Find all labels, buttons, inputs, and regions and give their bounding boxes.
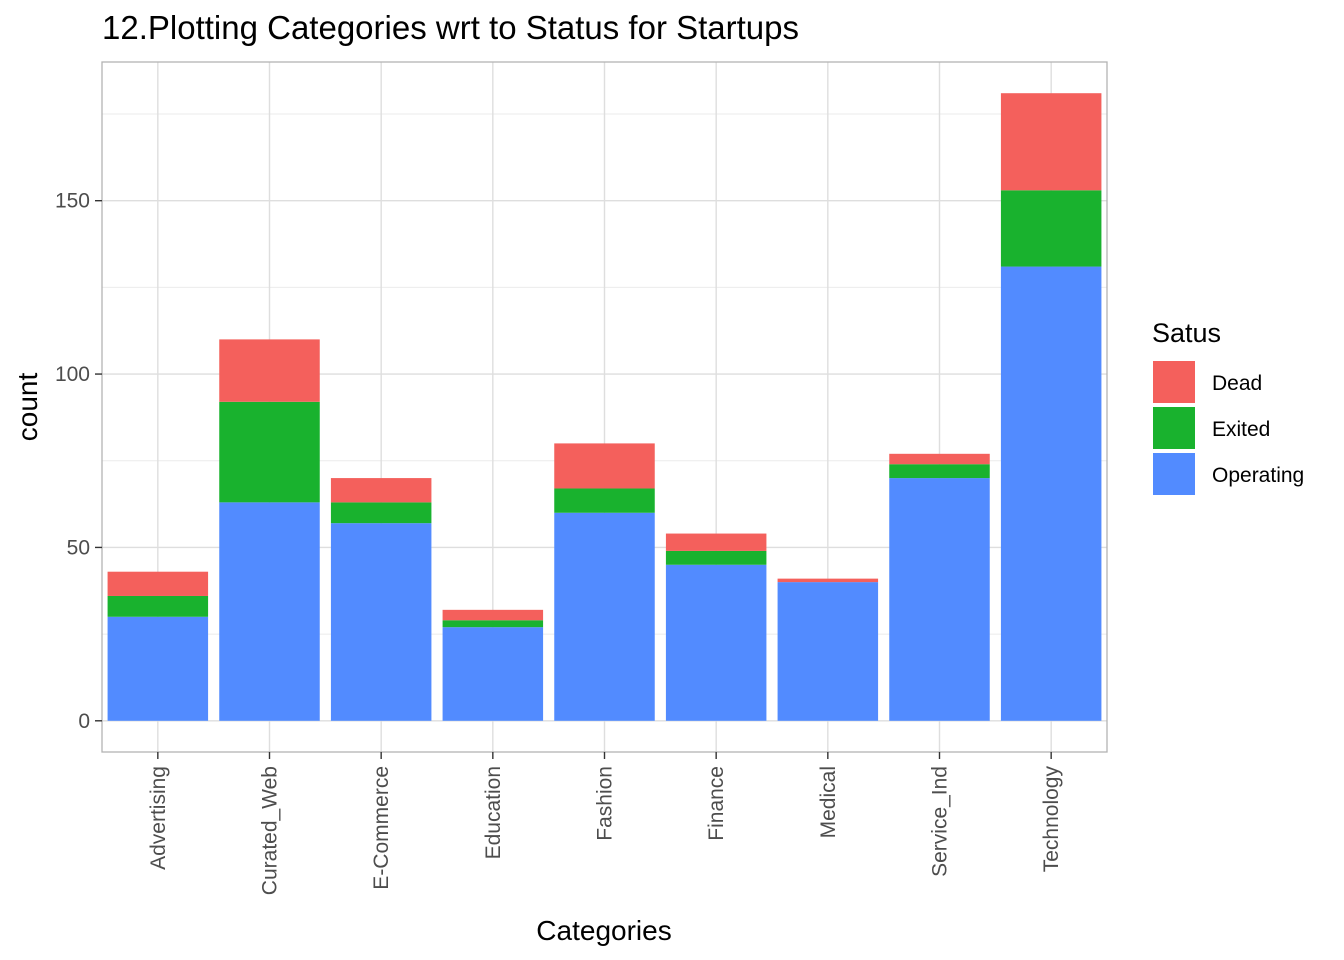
bar-finance-operating [665,564,767,721]
bar-service-ind-exited [889,464,990,479]
x-tick-label: Finance [705,766,728,841]
bar-e-commerce-operating [330,523,432,721]
bar-e-commerce-dead [330,478,432,503]
bar-education-operating [442,627,544,721]
legend: Satus Dead Exited Operating [1152,318,1304,495]
x-tick-label: Fashion [594,766,617,841]
y-tick-label: 150 [55,190,90,213]
bar-fashion-operating [554,512,655,721]
bar-service-ind-operating [889,478,990,721]
x-tick-label: Advertising [147,766,170,870]
bar-education-exited [442,620,544,628]
bar-finance-exited [665,550,767,565]
bar-fashion-dead [554,443,655,489]
bar-advertising-dead [107,571,209,596]
bar-technology-exited [1000,190,1102,267]
y-axis-title: count [12,373,43,442]
legend-key-exited [1153,407,1195,449]
x-tick-label: Technology [1040,766,1063,873]
y-tick-label: 50 [67,536,90,559]
bar-technology-operating [1000,266,1102,721]
x-tick-label: Curated_Web [259,766,282,895]
legend-key-operating [1153,453,1195,495]
legend-label-operating: Operating [1212,464,1304,487]
legend-label-exited: Exited [1212,418,1270,441]
x-tick-label: Medical [817,766,840,838]
bar-fashion-exited [554,488,655,513]
bar-medical-operating [777,582,879,721]
legend-title: Satus [1152,318,1221,348]
x-tick-label: E-Commerce [370,766,393,890]
legend-label-dead: Dead [1212,372,1262,395]
chart-title: 12.Plotting Categories wrt to Status for… [102,9,799,46]
bar-curated-web-exited [219,401,320,503]
bar-finance-dead [665,533,767,551]
y-tick-label: 0 [78,710,90,733]
bar-technology-dead [1000,93,1102,191]
bars [107,93,1102,721]
x-axis-ticks: Advertising Curated_Web E-Commerce Educatio… [147,752,1063,895]
legend-key-dead [1153,361,1195,403]
bar-advertising-exited [107,595,209,617]
bar-curated-web-dead [219,339,320,402]
bar-medical-dead [777,578,879,583]
x-tick-label: Service_Ind [929,766,952,877]
bar-advertising-operating [107,616,209,721]
bar-e-commerce-exited [330,502,432,524]
x-axis-title: Categories [536,915,671,946]
y-axis-ticks: 0 50 100 150 [55,190,102,733]
bar-service-ind-dead [889,453,990,465]
bar-curated-web-operating [219,502,320,721]
x-tick-label: Education [482,766,505,859]
bar-education-dead [442,609,544,621]
y-tick-label: 100 [55,363,90,386]
